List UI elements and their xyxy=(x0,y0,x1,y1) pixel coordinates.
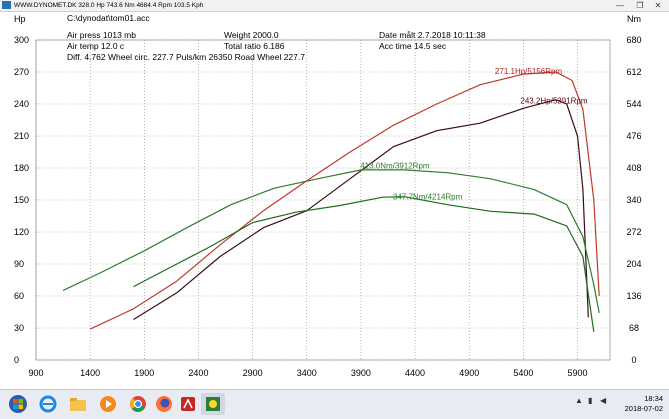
peak-label: 243.2Hp/5391Rpm xyxy=(520,97,587,106)
hp-tick-label: 90 xyxy=(14,259,24,269)
tray-up-arrow-icon[interactable]: ▲ xyxy=(575,396,583,405)
rpm-tick-label: 5400 xyxy=(513,368,533,378)
taskbar-chrome[interactable] xyxy=(126,393,150,415)
weight: Weight 2000.0 xyxy=(224,30,279,40)
rpm-tick-label: 3400 xyxy=(297,368,317,378)
nm-tick-label: 272 xyxy=(626,227,641,237)
clock-time: 18:34 xyxy=(644,394,663,403)
series-line-nm-run2 xyxy=(133,196,595,332)
chrome-icon xyxy=(130,396,146,412)
chart-axes: 0 0 30 68 60 136 90 204 120 272 150 340 180 408 210 476… xyxy=(14,14,642,378)
volume-icon[interactable]: ◀ xyxy=(600,396,607,405)
rpm-tick-label: 4400 xyxy=(405,368,425,378)
nm-tick-label: 680 xyxy=(626,35,641,45)
maximize-button[interactable]: ❐ xyxy=(636,1,644,10)
air-temperature: Air temp 12.0 c xyxy=(67,41,125,51)
rpm-tick-label: 3900 xyxy=(351,368,371,378)
media-player-icon xyxy=(100,396,116,412)
hp-tick-label: 30 xyxy=(14,323,24,333)
air-pressure: Air press 1013 mb xyxy=(67,30,136,40)
hp-tick-label: 300 xyxy=(14,35,29,45)
clock-date: 2018-07-02 xyxy=(624,404,663,413)
hp-tick-label: 270 xyxy=(14,67,29,77)
series-line-hp-run2 xyxy=(133,99,589,321)
close-button[interactable]: ✕ xyxy=(654,1,662,10)
series-line-hp-run1 xyxy=(89,71,600,330)
hp-tick-label: 210 xyxy=(14,131,29,141)
nm-tick-label: 408 xyxy=(626,163,641,173)
rpm-tick-label: 5900 xyxy=(567,368,587,378)
rpm-tick-label: 2400 xyxy=(188,368,208,378)
hp-tick-label: 60 xyxy=(14,291,24,301)
hp-tick-label: 150 xyxy=(14,195,29,205)
peak-label: 413.0Nm/3912Rpm xyxy=(360,162,430,171)
taskbar-media[interactable] xyxy=(96,393,120,415)
window-titlebar: WWW.DYNOMET.DK 328.0 Hp 743.6 Nm 4684.4 … xyxy=(0,0,669,12)
nm-tick-label: 612 xyxy=(626,67,641,77)
acrobat-icon xyxy=(181,397,195,411)
rpm-tick-label: 1900 xyxy=(134,368,154,378)
taskbar-firefox[interactable] xyxy=(152,393,176,415)
hp-tick-label: 180 xyxy=(14,163,29,173)
total-ratio: Total ratio 6.186 xyxy=(224,41,285,51)
rpm-tick-label: 4900 xyxy=(459,368,479,378)
rpm-tick-label: 900 xyxy=(28,368,43,378)
taskbar-acrobat[interactable] xyxy=(176,393,200,415)
taskbar-clock[interactable]: 18:34 2018-07-02 xyxy=(625,394,663,414)
taskbar-dyno[interactable] xyxy=(201,393,225,415)
nm-tick-label: 68 xyxy=(629,323,639,333)
network-icon[interactable]: ▮ xyxy=(588,396,593,405)
rpm-tick-label: 1400 xyxy=(80,368,100,378)
start-icon xyxy=(9,395,27,413)
diff-info: Diff. 4.762 Wheel circ. 227.7 Puls/km 26… xyxy=(67,52,305,62)
series-line-nm-run1 xyxy=(62,169,600,314)
file-path: C:\dynodat\tom01.acc xyxy=(67,13,150,23)
nm-tick-label: 0 xyxy=(631,355,636,365)
minimize-button[interactable]: — xyxy=(616,1,624,10)
chart-annotations: 271.1Hp/5156Rpm 243.2Hp/5391Rpm 413.0Nm/39… xyxy=(360,67,588,202)
dyno-app-icon xyxy=(206,397,220,411)
taskbar-ie[interactable] xyxy=(36,393,60,415)
taskbar-explorer[interactable] xyxy=(66,393,90,415)
nm-tick-label: 476 xyxy=(626,131,641,141)
taskbar: ▲ ▮ ◀ 18:34 2018-07-02 xyxy=(0,389,669,419)
file-explorer-icon xyxy=(70,398,86,411)
acc-time: Acc time 14.5 sec xyxy=(379,41,447,51)
dyno-chart: 0 0 30 68 60 136 90 204 120 272 150 340 180 408 210 476… xyxy=(14,14,642,378)
nm-tick-label: 136 xyxy=(626,291,641,301)
plot-frame xyxy=(35,39,611,361)
hp-tick-label: 0 xyxy=(14,355,19,365)
firefox-icon xyxy=(156,396,172,412)
start-button[interactable] xyxy=(6,393,30,415)
hp-axis-title: Hp xyxy=(14,14,26,24)
app-icon xyxy=(2,1,11,9)
chart-grid xyxy=(35,39,610,361)
nm-tick-label: 204 xyxy=(626,259,641,269)
hp-tick-label: 240 xyxy=(14,99,29,109)
nm-tick-label: 544 xyxy=(626,99,641,109)
internet-explorer-icon xyxy=(39,395,57,413)
peak-label: 271.1Hp/5156Rpm xyxy=(495,67,562,76)
chart-series xyxy=(62,71,600,332)
hp-tick-label: 120 xyxy=(14,227,29,237)
nm-axis-title: Nm xyxy=(627,14,641,24)
rpm-tick-label: 2900 xyxy=(243,368,263,378)
nm-tick-label: 340 xyxy=(626,195,641,205)
measure-date: Date målt 2.7.2018 10:11:38 xyxy=(379,30,486,40)
window-title: WWW.DYNOMET.DK 328.0 Hp 743.6 Nm 4684.4 … xyxy=(14,2,204,9)
peak-label: 347.7Nm/4214Rpm xyxy=(393,192,463,201)
